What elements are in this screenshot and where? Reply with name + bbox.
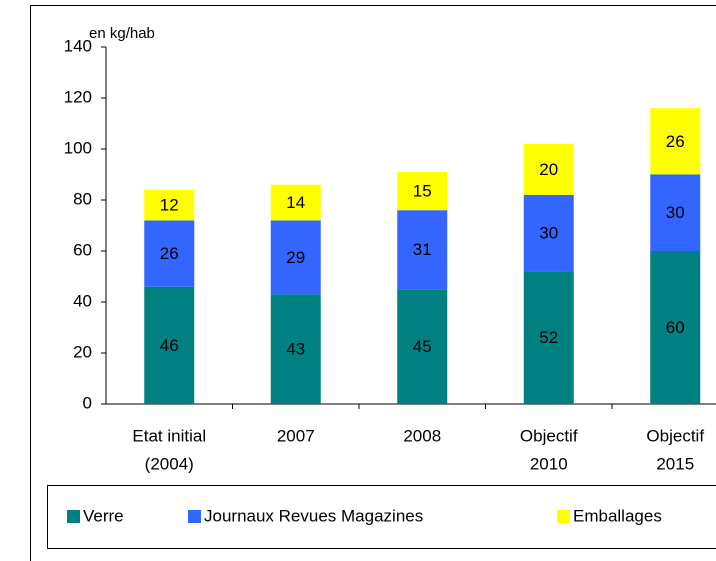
- chart-border: [30, 5, 716, 561]
- bar-segment: [650, 108, 701, 175]
- bar-segment: [144, 189, 195, 221]
- value-label: 46: [160, 336, 179, 355]
- x-tick-label: 2008: [403, 426, 441, 445]
- x-tick-label: 2010: [530, 454, 568, 473]
- value-label: 43: [286, 340, 305, 359]
- value-label: 26: [160, 244, 179, 263]
- legend-swatch: [67, 510, 80, 523]
- value-label: 15: [413, 182, 432, 201]
- value-label: 14: [286, 193, 305, 212]
- bar-segment: [144, 220, 195, 287]
- y-tick-label: 20: [73, 342, 92, 361]
- value-label: 30: [666, 203, 685, 222]
- value-label: 52: [539, 328, 558, 347]
- bar-segment: [397, 210, 448, 290]
- y-tick-label: 80: [73, 189, 92, 208]
- y-tick-label: 0: [83, 393, 92, 412]
- x-tick-label: Etat initial: [132, 426, 206, 445]
- bar-segment: [270, 220, 321, 295]
- legend-box: [47, 485, 716, 549]
- bar-segment: [397, 289, 448, 404]
- value-label: 26: [666, 132, 685, 151]
- x-tick-label: 2015: [656, 454, 694, 473]
- y-tick-label: 120: [64, 87, 92, 106]
- legend-label: Verre: [83, 506, 124, 525]
- x-tick-label: (2004): [145, 454, 194, 473]
- bar-segment: [144, 286, 195, 404]
- y-tick-label: 100: [64, 138, 92, 157]
- legend-swatch: [188, 510, 201, 523]
- bar-segment: [270, 294, 321, 404]
- y-tick-label: 140: [64, 36, 92, 55]
- legend-label: Emballages: [573, 506, 662, 525]
- value-label: 45: [413, 337, 432, 356]
- bar-segment: [523, 194, 574, 272]
- x-tick-label: Objectif: [520, 426, 578, 445]
- bar-segment: [650, 174, 701, 251]
- y-tick-label: 40: [73, 291, 92, 310]
- bar-segment: [523, 271, 574, 404]
- value-label: 12: [160, 196, 179, 215]
- value-label: 60: [666, 318, 685, 337]
- x-tick-label: 2007: [277, 426, 315, 445]
- value-label: 29: [286, 248, 305, 267]
- value-label: 20: [539, 160, 558, 179]
- value-label: 30: [539, 224, 558, 243]
- bar-segment: [650, 251, 701, 404]
- legend-label: Journaux Revues Magazines: [204, 506, 423, 525]
- bar-segment: [397, 171, 448, 211]
- bar-segment: [523, 143, 574, 195]
- bar-segment: [270, 184, 321, 221]
- y-tick-label: 60: [73, 240, 92, 259]
- legend-swatch: [557, 510, 570, 523]
- x-tick-label: Objectif: [646, 426, 704, 445]
- y-axis-label: en kg/hab: [89, 25, 155, 42]
- value-label: 31: [413, 240, 432, 259]
